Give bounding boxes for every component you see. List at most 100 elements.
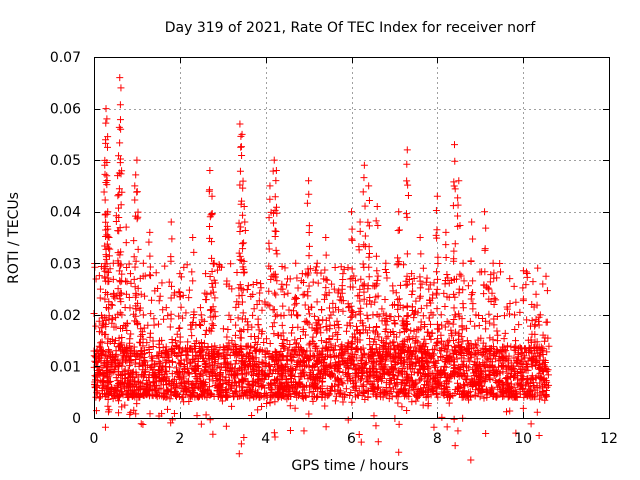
data-point <box>522 390 530 398</box>
data-point <box>231 341 239 349</box>
data-point <box>141 292 149 300</box>
data-point <box>246 394 254 402</box>
data-point <box>237 334 245 342</box>
data-point <box>467 392 475 400</box>
data-point <box>112 362 120 370</box>
data-point <box>363 300 371 308</box>
data-point <box>270 319 278 327</box>
data-point <box>394 254 402 262</box>
data-point <box>424 328 432 336</box>
data-point <box>152 269 160 277</box>
data-point <box>261 300 269 308</box>
data-point <box>524 366 532 374</box>
data-point <box>455 338 463 346</box>
data-point <box>376 390 384 398</box>
data-point <box>348 313 356 321</box>
data-point <box>368 346 376 354</box>
data-point <box>314 279 322 287</box>
data-point <box>365 222 373 230</box>
data-point <box>348 398 356 406</box>
data-point <box>311 343 319 351</box>
data-point <box>403 146 411 154</box>
data-point <box>469 289 477 297</box>
y-tick-label: 0.05 <box>50 153 81 169</box>
data-point <box>239 376 247 384</box>
data-point <box>149 337 157 345</box>
data-point <box>240 269 248 277</box>
data-point <box>154 284 162 292</box>
data-point <box>266 384 274 392</box>
data-point <box>262 360 270 368</box>
data-point <box>166 363 174 371</box>
data-point <box>280 336 288 344</box>
data-point <box>437 347 445 355</box>
data-point <box>150 374 158 382</box>
data-point <box>486 278 494 286</box>
data-point <box>333 317 341 325</box>
data-point <box>536 311 544 319</box>
data-point <box>363 369 371 377</box>
data-point <box>322 234 330 241</box>
data-point <box>512 390 520 398</box>
data-point <box>490 321 498 329</box>
data-point <box>344 264 352 272</box>
data-point <box>450 275 458 283</box>
data-point <box>116 251 124 259</box>
data-point <box>411 348 419 356</box>
data-point <box>228 364 236 372</box>
data-point <box>231 351 239 359</box>
data-point <box>219 325 227 333</box>
data-point <box>430 423 438 431</box>
data-point <box>403 336 411 344</box>
data-point <box>292 299 300 307</box>
data-point <box>353 354 361 362</box>
data-point <box>208 192 216 200</box>
data-point <box>391 349 399 357</box>
data-point <box>309 362 317 370</box>
data-point <box>148 296 156 304</box>
data-point <box>362 359 370 367</box>
data-point <box>271 433 279 441</box>
data-point <box>544 371 552 379</box>
data-point <box>216 371 224 379</box>
data-point <box>262 373 270 381</box>
data-point <box>155 385 163 393</box>
data-point <box>345 302 353 310</box>
data-point <box>496 386 504 394</box>
data-point <box>104 133 112 141</box>
data-point <box>531 338 539 346</box>
data-point <box>462 376 470 384</box>
data-point <box>403 272 411 280</box>
data-point <box>117 289 125 297</box>
data-point <box>329 332 337 340</box>
data-point <box>165 377 173 385</box>
data-point <box>289 323 297 331</box>
data-point <box>240 434 248 442</box>
data-point <box>339 307 347 315</box>
data-point <box>309 333 317 341</box>
data-point <box>366 297 374 305</box>
data-point <box>260 338 268 346</box>
data-point <box>105 305 113 313</box>
data-point <box>115 397 123 405</box>
y-tick-label: 0.06 <box>50 102 81 118</box>
data-point <box>412 397 420 405</box>
data-point <box>475 364 483 372</box>
data-point <box>126 270 134 278</box>
data-point <box>499 380 507 388</box>
data-point <box>96 294 104 302</box>
data-point <box>294 284 302 292</box>
data-point <box>205 187 213 195</box>
data-point <box>415 392 423 400</box>
data-point <box>232 357 240 365</box>
data-point <box>441 369 449 377</box>
data-point <box>450 255 458 263</box>
data-point <box>362 326 370 334</box>
data-point <box>486 334 494 342</box>
data-point <box>403 280 411 288</box>
data-point <box>110 355 118 363</box>
data-point <box>343 359 351 367</box>
data-point <box>442 254 450 262</box>
data-point <box>172 337 180 345</box>
data-point <box>105 346 113 354</box>
